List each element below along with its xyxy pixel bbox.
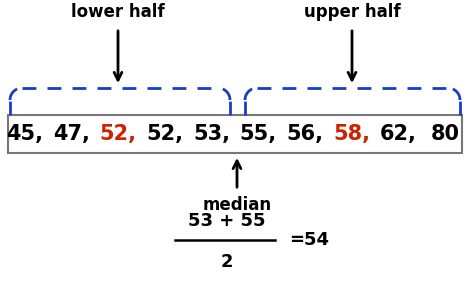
Text: 45,: 45, xyxy=(7,124,44,144)
Text: 52,: 52, xyxy=(146,124,183,144)
Text: 53 + 55: 53 + 55 xyxy=(188,212,266,230)
Text: 58,: 58, xyxy=(333,124,370,144)
Text: 62,: 62, xyxy=(380,124,417,144)
Text: 80: 80 xyxy=(430,124,459,144)
Text: median: median xyxy=(202,196,272,214)
Text: 47,: 47, xyxy=(53,124,90,144)
Bar xyxy=(8,115,462,153)
Text: 52,: 52, xyxy=(100,124,137,144)
Text: 55,: 55, xyxy=(240,124,277,144)
Text: 56,: 56, xyxy=(286,124,323,144)
Text: lower half: lower half xyxy=(71,3,165,21)
Text: upper half: upper half xyxy=(304,3,401,21)
Text: 53,: 53, xyxy=(193,124,230,144)
Text: =54: =54 xyxy=(289,231,329,249)
Text: 2: 2 xyxy=(221,253,233,271)
